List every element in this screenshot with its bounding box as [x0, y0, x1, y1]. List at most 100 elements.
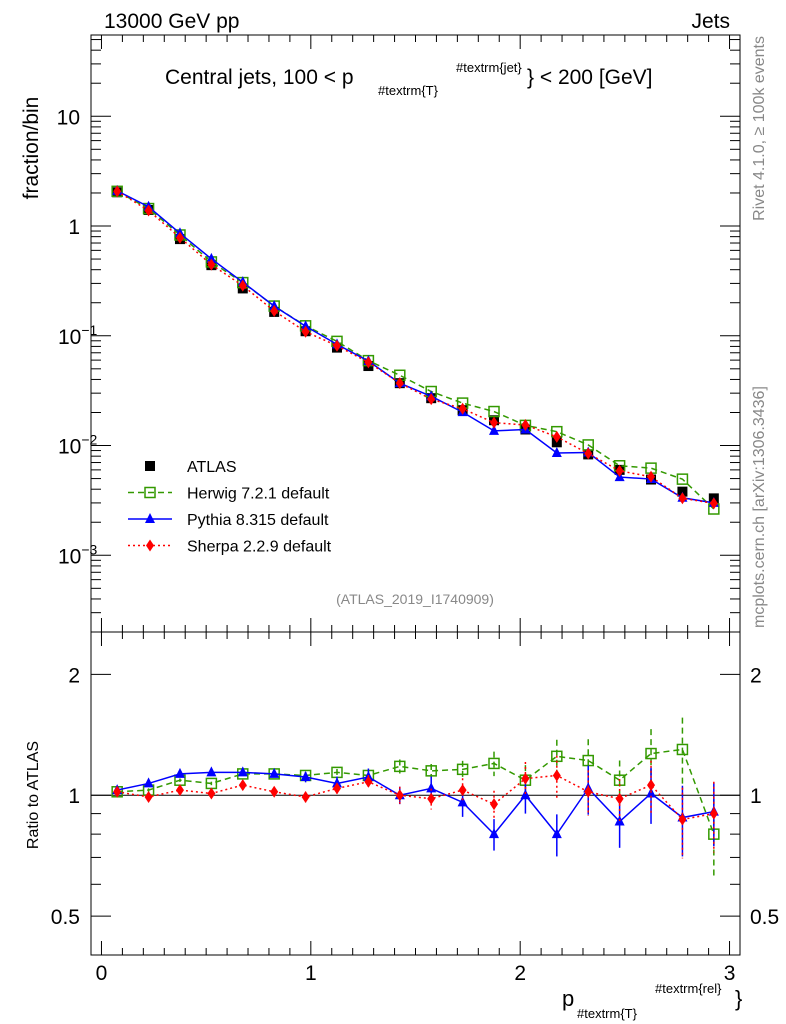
marker-diamond [709, 497, 718, 510]
marker-triangle [300, 320, 311, 331]
marker-diamond [270, 304, 279, 317]
ratio-tick-label-left: 0.5 [51, 906, 80, 929]
marker-triangle [237, 766, 248, 777]
ratio-tick-label-right: 1 [750, 785, 762, 808]
marker-diamond [615, 464, 624, 477]
legend-item: Sherpa 2.2.9 default [128, 539, 332, 556]
marker-diamond [552, 430, 561, 443]
plot-title: Central jets, 100 < p #textrm{T} #textrm… [165, 60, 653, 98]
marker-diamond [113, 785, 122, 798]
marker-diamond [678, 813, 687, 826]
marker-open-square [645, 747, 657, 760]
ratio-frame [90, 631, 741, 956]
marker-diamond [647, 470, 656, 483]
y-tick-label: 10−3 [58, 541, 98, 568]
marker-triangle [174, 767, 185, 778]
marker-diamond [332, 782, 341, 795]
marker-diamond [521, 418, 530, 431]
ratio-tick-label-right: 2 [750, 664, 762, 687]
marker-triangle [489, 424, 500, 435]
marker-diamond [647, 779, 656, 792]
marker-diamond [552, 769, 561, 782]
y-tick-label: 10 [57, 106, 80, 129]
y-tick-exponent: −1 [81, 322, 97, 338]
y-tick-label: 10−2 [58, 432, 98, 459]
x-tick-label: 2 [514, 962, 526, 985]
marker-diamond [301, 790, 310, 803]
ratio-tick-label-left: 1 [68, 785, 80, 808]
marker-square [677, 486, 688, 497]
x-tick-label: 0 [96, 962, 108, 985]
marker-open-square [676, 743, 689, 756]
header-left: 13000 GeV pp [104, 10, 239, 33]
marker-open-square [425, 765, 437, 777]
xlabel-sub: #textrm{T} [577, 1006, 638, 1021]
marker-triangle [457, 796, 468, 807]
legend-label: Sherpa 2.2.9 default [187, 539, 332, 556]
marker-diamond [427, 792, 436, 805]
series-herwig [111, 185, 720, 878]
marker-diamond [458, 402, 467, 415]
marker-diamond [301, 325, 310, 338]
ratio-tick-label-left: 2 [68, 664, 80, 687]
marker-diamond [207, 787, 216, 800]
legend-label: Herwig 7.2.1 default [187, 486, 330, 503]
marker-diamond [615, 792, 624, 805]
x-tick-label: 3 [724, 962, 736, 985]
ratio-axis-label: Ratio to ATLAS [25, 741, 42, 849]
ratio-line [117, 771, 714, 836]
marker-diamond [175, 231, 184, 244]
marker-diamond [146, 539, 154, 552]
y-tick-label: 1 [68, 216, 80, 239]
y-axis-label: fraction/bin [20, 97, 43, 200]
marker-triangle [551, 828, 562, 839]
marker-triangle [269, 767, 280, 778]
marker-open-square [488, 757, 500, 770]
xlabel-end: } [735, 986, 742, 1011]
marker-diamond [584, 785, 593, 798]
marker-diamond [427, 393, 436, 406]
legend-item: Herwig 7.2.1 default [128, 486, 330, 503]
marker-triangle [300, 771, 311, 782]
marker-diamond [395, 789, 404, 802]
xlabel-sup: #textrm{rel} [655, 981, 722, 996]
marker-diamond [490, 798, 499, 811]
marker-diamond [175, 784, 184, 797]
marker-diamond [709, 807, 718, 820]
marker-diamond [144, 204, 153, 217]
y-tick-label: 10−1 [58, 322, 98, 349]
marker-diamond [238, 279, 247, 292]
legend-label: Pythia 8.315 default [187, 512, 329, 529]
marker-diamond [521, 772, 530, 785]
marker-triangle [426, 782, 437, 793]
marker-diamond [458, 784, 467, 797]
marker-open-square [488, 405, 500, 418]
marker-diamond [490, 416, 499, 429]
rivet-label: Rivet 4.1.0, ≥ 100k events [751, 36, 768, 221]
marker-diamond [332, 339, 341, 352]
marker-diamond [584, 447, 593, 460]
marker-open-square [456, 763, 469, 776]
marker-diamond [144, 790, 153, 803]
legend-item: Pythia 8.315 default [128, 512, 329, 529]
series-line [116, 190, 714, 504]
marker-diamond [678, 492, 687, 505]
marker-diamond [270, 785, 279, 798]
marker-square [145, 461, 155, 471]
header-right: Jets [691, 10, 730, 33]
marker-diamond [238, 779, 247, 792]
x-axis-label: p #textrm{T} #textrm{rel} } [562, 981, 742, 1021]
ratio-line [117, 774, 714, 821]
marker-triangle [206, 252, 217, 263]
marker-open-square [394, 760, 406, 773]
marker-triangle [143, 777, 154, 788]
marker-triangle [551, 446, 562, 457]
title-main: Central jets, 100 < p [165, 66, 354, 89]
title-sup: #textrm{jet} [456, 60, 522, 75]
marker-diamond [364, 356, 373, 369]
legend-label: ATLAS [187, 459, 237, 476]
marker-diamond [395, 377, 404, 390]
marker-diamond [113, 185, 122, 198]
marker-diamond [364, 775, 373, 788]
